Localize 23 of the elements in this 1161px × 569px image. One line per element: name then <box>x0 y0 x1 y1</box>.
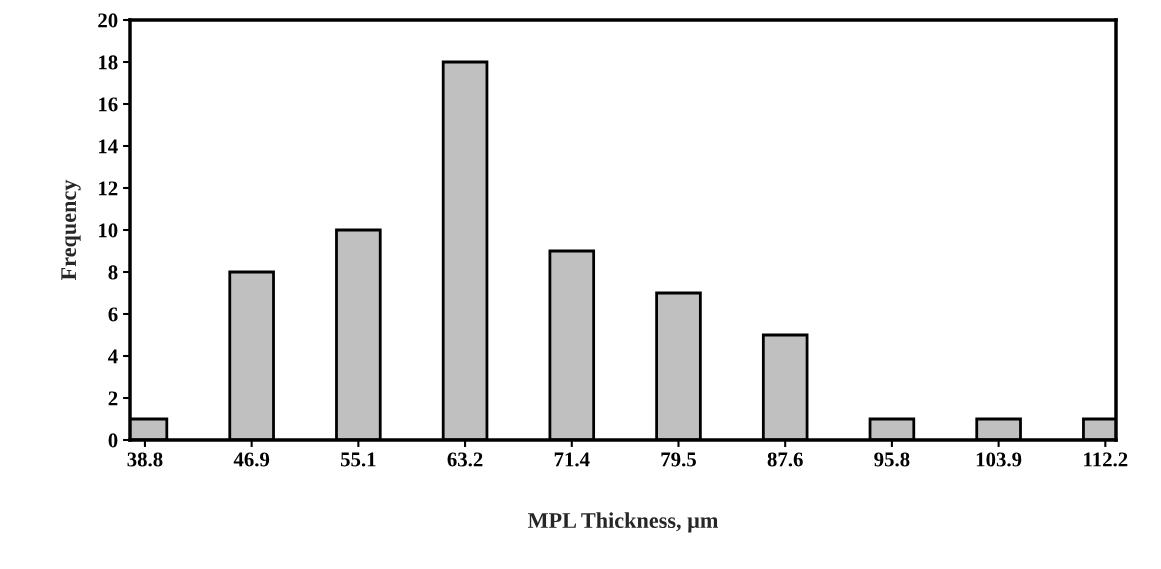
y-tick-label: 4 <box>108 349 118 364</box>
y-axis-title: Frequency <box>61 179 81 281</box>
x-tick-label: 63.2 <box>447 452 483 467</box>
x-tick-label: 38.8 <box>127 452 163 467</box>
x-tick-label: 103.9 <box>976 452 1022 467</box>
y-tick-label: 8 <box>108 265 118 280</box>
x-tick-label: 46.9 <box>233 452 270 467</box>
x-tick-label: 95.8 <box>874 452 910 467</box>
y-tick-label: 2 <box>108 391 118 406</box>
x-tick-label: 87.6 <box>767 452 803 467</box>
y-tick-label: 20 <box>98 13 118 28</box>
y-tick-label: 18 <box>99 55 118 70</box>
x-tick-label: 112.2 <box>1084 452 1128 467</box>
y-tick-label: 10 <box>99 223 118 238</box>
x-tick-label: 55.1 <box>340 452 376 467</box>
x-tick-label: 79.5 <box>661 452 696 467</box>
x-axis-title: MPL Thickness, µm <box>527 512 719 533</box>
y-tick-label: 12 <box>99 181 118 196</box>
x-tick-label: 71.4 <box>554 452 590 467</box>
y-tick-label: 0 <box>108 433 118 448</box>
y-tick-label: 16 <box>99 97 118 112</box>
y-tick-label: 14 <box>99 139 118 154</box>
y-tick-label: 6 <box>108 307 118 322</box>
